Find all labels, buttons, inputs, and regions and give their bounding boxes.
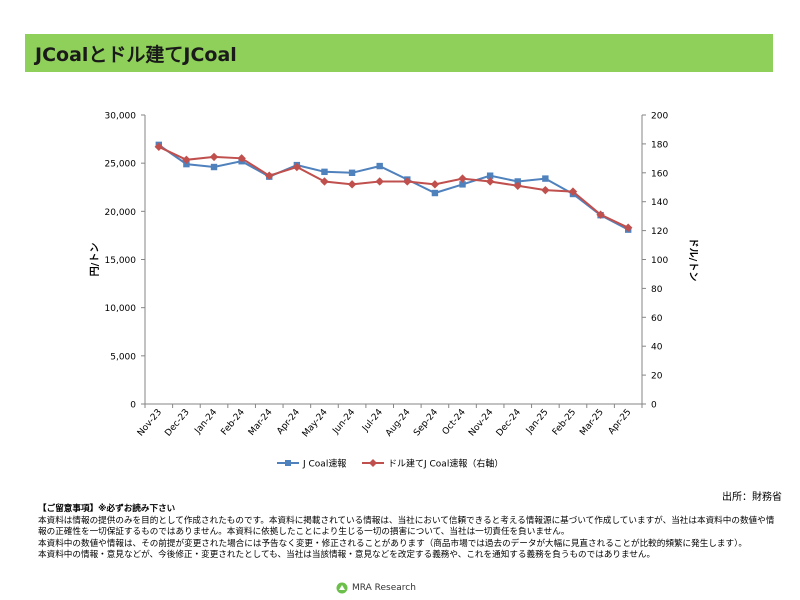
disclaimer-header: 【ご留意事項】※必ずお読み下さい	[38, 504, 176, 514]
x-tick-label: Feb-24	[220, 407, 248, 437]
data-point-series-1	[183, 160, 190, 168]
data-point-series-2	[237, 154, 246, 163]
x-tick-label: Feb-25	[551, 408, 578, 438]
disclaimer-line: 本資料中の情報・意見などが、今後修正・変更されたとしても、当社は当該情報・意見な…	[38, 550, 656, 561]
legend-label: ドル建てJ Coal速報（右軸）	[388, 458, 503, 470]
chart: 0 5,000 10,000 15,000 20,000 25,000 30,000 0 20 4…	[89, 112, 699, 470]
disclaimer: 【ご留意事項】※必ずお読み下さい 本資料は情報の提供のみを目的として作成されたも…	[38, 504, 778, 562]
data-point-series-2	[568, 187, 578, 196]
data-point-series-1	[376, 162, 383, 170]
disclaimer-line: 本資料は情報の提供のみを目的として作成されたものです。本資料に掲載されている情報…	[38, 515, 775, 538]
data-point-series-2	[513, 181, 522, 191]
data-point-series-2	[182, 155, 191, 164]
x-tick-label: Oct-24	[441, 407, 468, 437]
y-tick-label-right: 200	[651, 112, 668, 122]
logo-text: MRA Research	[352, 583, 416, 593]
y-tick-label-right: 60	[651, 314, 663, 324]
data-point-series-2	[430, 180, 440, 189]
legend-label: J Coal速報	[302, 459, 346, 470]
x-tick-label: May-24	[301, 407, 330, 439]
x-tick-label: Jul-24	[360, 407, 385, 434]
y-tick-label-left: 5,000	[110, 352, 136, 362]
data-point-series-1	[210, 163, 218, 171]
y-tick-label-right: 0	[651, 401, 657, 411]
x-tick-label: Mar-24	[247, 407, 275, 437]
legend-marker	[285, 460, 291, 466]
x-tick-label: Mar-25	[578, 408, 606, 438]
y-tick-label-left: 10,000	[105, 304, 137, 314]
data-point-series-1	[431, 189, 439, 197]
series-line-1	[158, 144, 629, 231]
data-point-series-1	[459, 181, 466, 188]
y-axis-title-left: 円/トン	[89, 243, 101, 277]
data-point-series-1	[321, 168, 328, 176]
y-tick-label-left: 25,000	[105, 160, 137, 170]
logo-icon	[336, 582, 348, 594]
data-point-series-2	[485, 177, 495, 186]
data-point-series-2	[403, 177, 412, 186]
disclaimer-line: 本資料中の数値や情報は、その前提が変更された場合には予告なく変更・修正されること…	[38, 538, 747, 549]
x-tick-label: Aug-24	[384, 407, 413, 438]
y-tick-label-left: 20,000	[105, 208, 137, 218]
y-tick-label-right: 120	[651, 227, 668, 237]
x-tick-label: Dec-23	[163, 408, 191, 439]
logo: MRA Research	[336, 582, 416, 594]
x-tick-label: Jan-25	[524, 408, 551, 437]
x-tick-label: Jun-24	[331, 407, 358, 436]
source-note: 出所：財務省	[722, 492, 782, 503]
data-point-series-2	[154, 142, 164, 151]
y-tick-label-right: 160	[651, 169, 668, 179]
y-tick-label-right: 140	[651, 198, 668, 208]
data-point-series-2	[375, 177, 384, 186]
x-tick-label: Apr-24	[275, 407, 302, 436]
data-point-series-1	[486, 172, 494, 179]
x-tick-label: Dec-24	[495, 407, 523, 438]
data-point-series-2	[623, 223, 633, 232]
x-tick-label: Sep-24	[412, 407, 440, 438]
series-line-2	[158, 145, 629, 229]
data-point-series-1	[348, 169, 356, 176]
y-tick-label-left: 0	[130, 401, 136, 411]
data-point-series-2	[209, 152, 219, 162]
data-point-series-2	[292, 162, 302, 172]
data-point-series-2	[596, 210, 605, 219]
y-tick-label-left: 15,000	[105, 256, 137, 266]
data-point-series-2	[265, 171, 274, 180]
data-point-series-2	[458, 174, 467, 183]
y-axis-title-right: ドル/トン	[687, 238, 699, 282]
data-point-series-1	[542, 175, 549, 182]
data-point-series-2	[541, 185, 550, 195]
legend-marker	[369, 459, 377, 467]
y-tick-label-right: 100	[651, 256, 668, 266]
x-tick-label: Apr-25	[607, 408, 634, 437]
y-tick-label-right: 40	[651, 343, 663, 353]
y-tick-label-right: 180	[651, 140, 668, 150]
x-tick-label: Jan-24	[193, 407, 220, 436]
page-title: JCoalとドル建てJCoal	[35, 44, 237, 66]
title-bar: JCoalとドル建てJCoal	[25, 34, 773, 72]
y-tick-label-right: 20	[651, 372, 663, 382]
x-tick-label: Nov-24	[467, 407, 495, 438]
data-point-series-2	[320, 177, 329, 186]
data-point-series-1	[514, 178, 521, 185]
x-tick-label: Nov-23	[136, 408, 164, 439]
y-tick-label-left: 30,000	[105, 112, 137, 122]
data-point-series-2	[347, 180, 357, 189]
y-tick-label-right: 80	[651, 285, 663, 295]
